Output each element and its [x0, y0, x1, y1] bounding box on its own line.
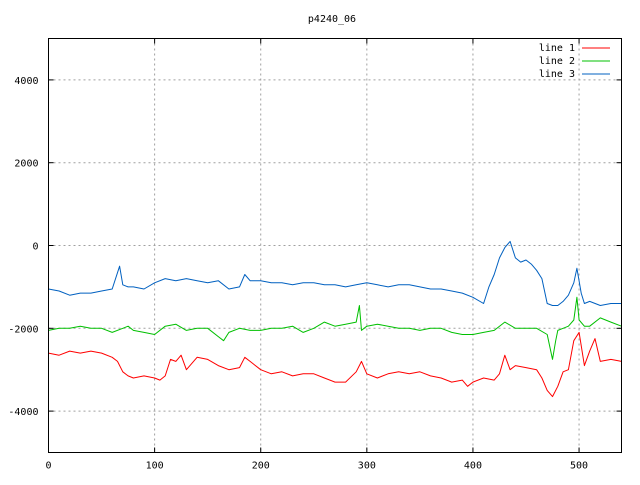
series-line-3	[48, 240, 622, 306]
x-tick-label: 0	[45, 461, 51, 472]
series-layer	[48, 240, 622, 398]
legend-label-3: line 3	[539, 69, 575, 80]
tick-layer: 0 100 200 300 400 500 -4000 -2000 0 2000 4000	[8, 38, 622, 472]
legend: line 1 line 2 line 3	[539, 43, 610, 80]
x-tick-label: 400	[464, 461, 482, 472]
series-line-2	[48, 296, 622, 360]
grid-layer	[48, 38, 622, 453]
chart-title: p4240_06	[308, 14, 356, 25]
x-tick-label: 500	[570, 461, 588, 472]
x-tick-label: 300	[358, 461, 376, 472]
legend-label-2: line 2	[539, 56, 575, 67]
y-tick-label: -4000	[8, 407, 38, 418]
series-line-1	[48, 331, 622, 398]
y-tick-label: -2000	[8, 324, 38, 335]
plot-frame	[48, 38, 622, 453]
y-tick-label: 0	[32, 242, 38, 253]
x-tick-label: 200	[252, 461, 270, 472]
x-tick-label: 100	[146, 461, 164, 472]
legend-label-1: line 1	[539, 43, 575, 54]
y-tick-label: 4000	[14, 76, 38, 87]
y-tick-label: 2000	[14, 159, 38, 170]
